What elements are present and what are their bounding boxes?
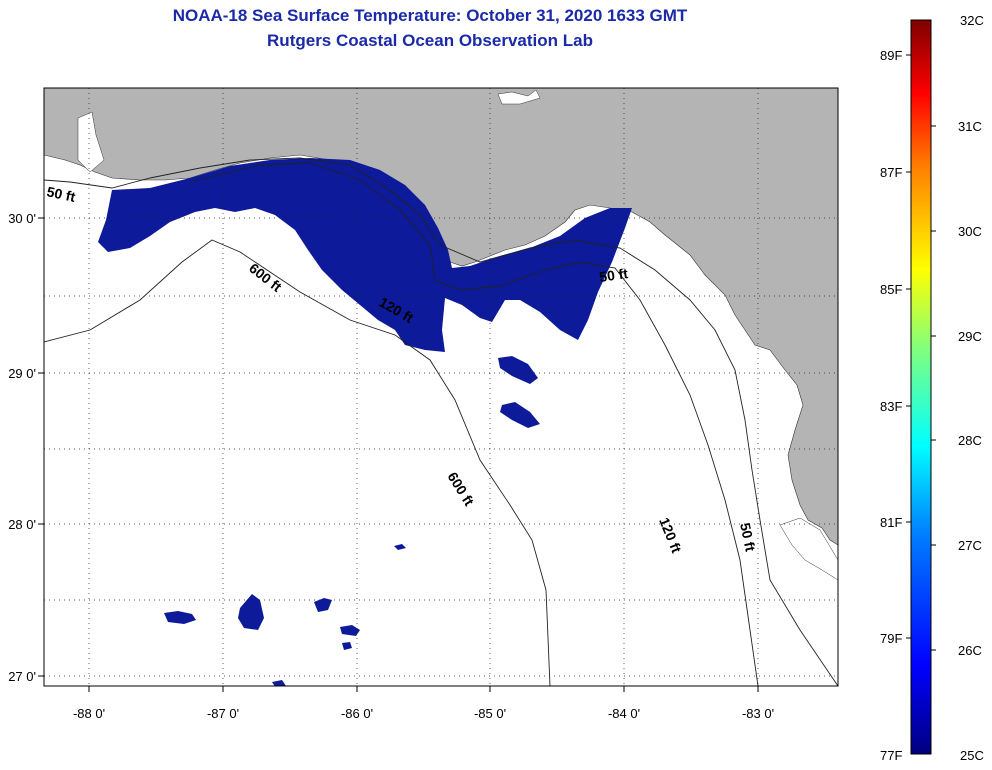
colorbar-fahrenheit-label: 77F [880, 748, 902, 763]
bay [497, 89, 541, 105]
colorbar-fahrenheit-label: 85F [880, 282, 902, 297]
colorbar-celsius-label: 32C [960, 13, 984, 28]
bay [77, 111, 105, 173]
colorbar-fahrenheit-label: 87F [880, 165, 902, 180]
map-frame [43, 87, 839, 687]
colorbar-celsius-label: 27C [958, 538, 982, 553]
depth-contours [44, 157, 838, 686]
lon-label: -85 0' [474, 706, 506, 721]
colorbar-celsius-label: 29C [958, 329, 982, 344]
axis-ticks [38, 217, 759, 692]
colorbar-fahrenheit-label: 89F [880, 48, 902, 63]
lon-label: -84 0' [608, 706, 640, 721]
contour-label: 50 ft [598, 265, 629, 285]
colorbar-celsius-label: 25C [960, 748, 984, 763]
colorbar [910, 19, 932, 755]
colorbar-fahrenheit-label: 79F [880, 631, 902, 646]
colorbar-fahrenheit-label: 81F [880, 515, 902, 530]
colorbar-celsius-label: 26C [958, 643, 982, 658]
land-mass [44, 88, 838, 546]
contour-50ft [44, 157, 838, 686]
colorbar-celsius-label: 30C [958, 224, 982, 239]
lat-label: 30 0' [8, 211, 36, 226]
lon-label: -88 0' [73, 706, 105, 721]
contour-label: 50 ft [45, 183, 77, 205]
lat-label: 28 0' [8, 517, 36, 532]
lat-label: 29 0' [8, 366, 36, 381]
contour-120ft [189, 162, 759, 686]
colorbar-fahrenheit-label: 83F [880, 399, 902, 414]
lon-label: -87 0' [207, 706, 239, 721]
lat-label: 27 0' [8, 669, 36, 684]
bay [779, 517, 838, 581]
colorbar-celsius-label: 28C [958, 433, 982, 448]
map-subtitle: Rutgers Coastal Ocean Observation Lab [267, 31, 593, 50]
sst-data [98, 158, 632, 686]
lon-label: -86 0' [341, 706, 373, 721]
colorbar-celsius-label: 31C [958, 119, 982, 134]
colorbar-ticks [906, 54, 936, 651]
contour-600ft [44, 239, 551, 686]
contour-label: 50 ft [737, 521, 759, 553]
lon-label: -83 0' [742, 706, 774, 721]
map-title: NOAA-18 Sea Surface Temperature: October… [172, 6, 688, 25]
